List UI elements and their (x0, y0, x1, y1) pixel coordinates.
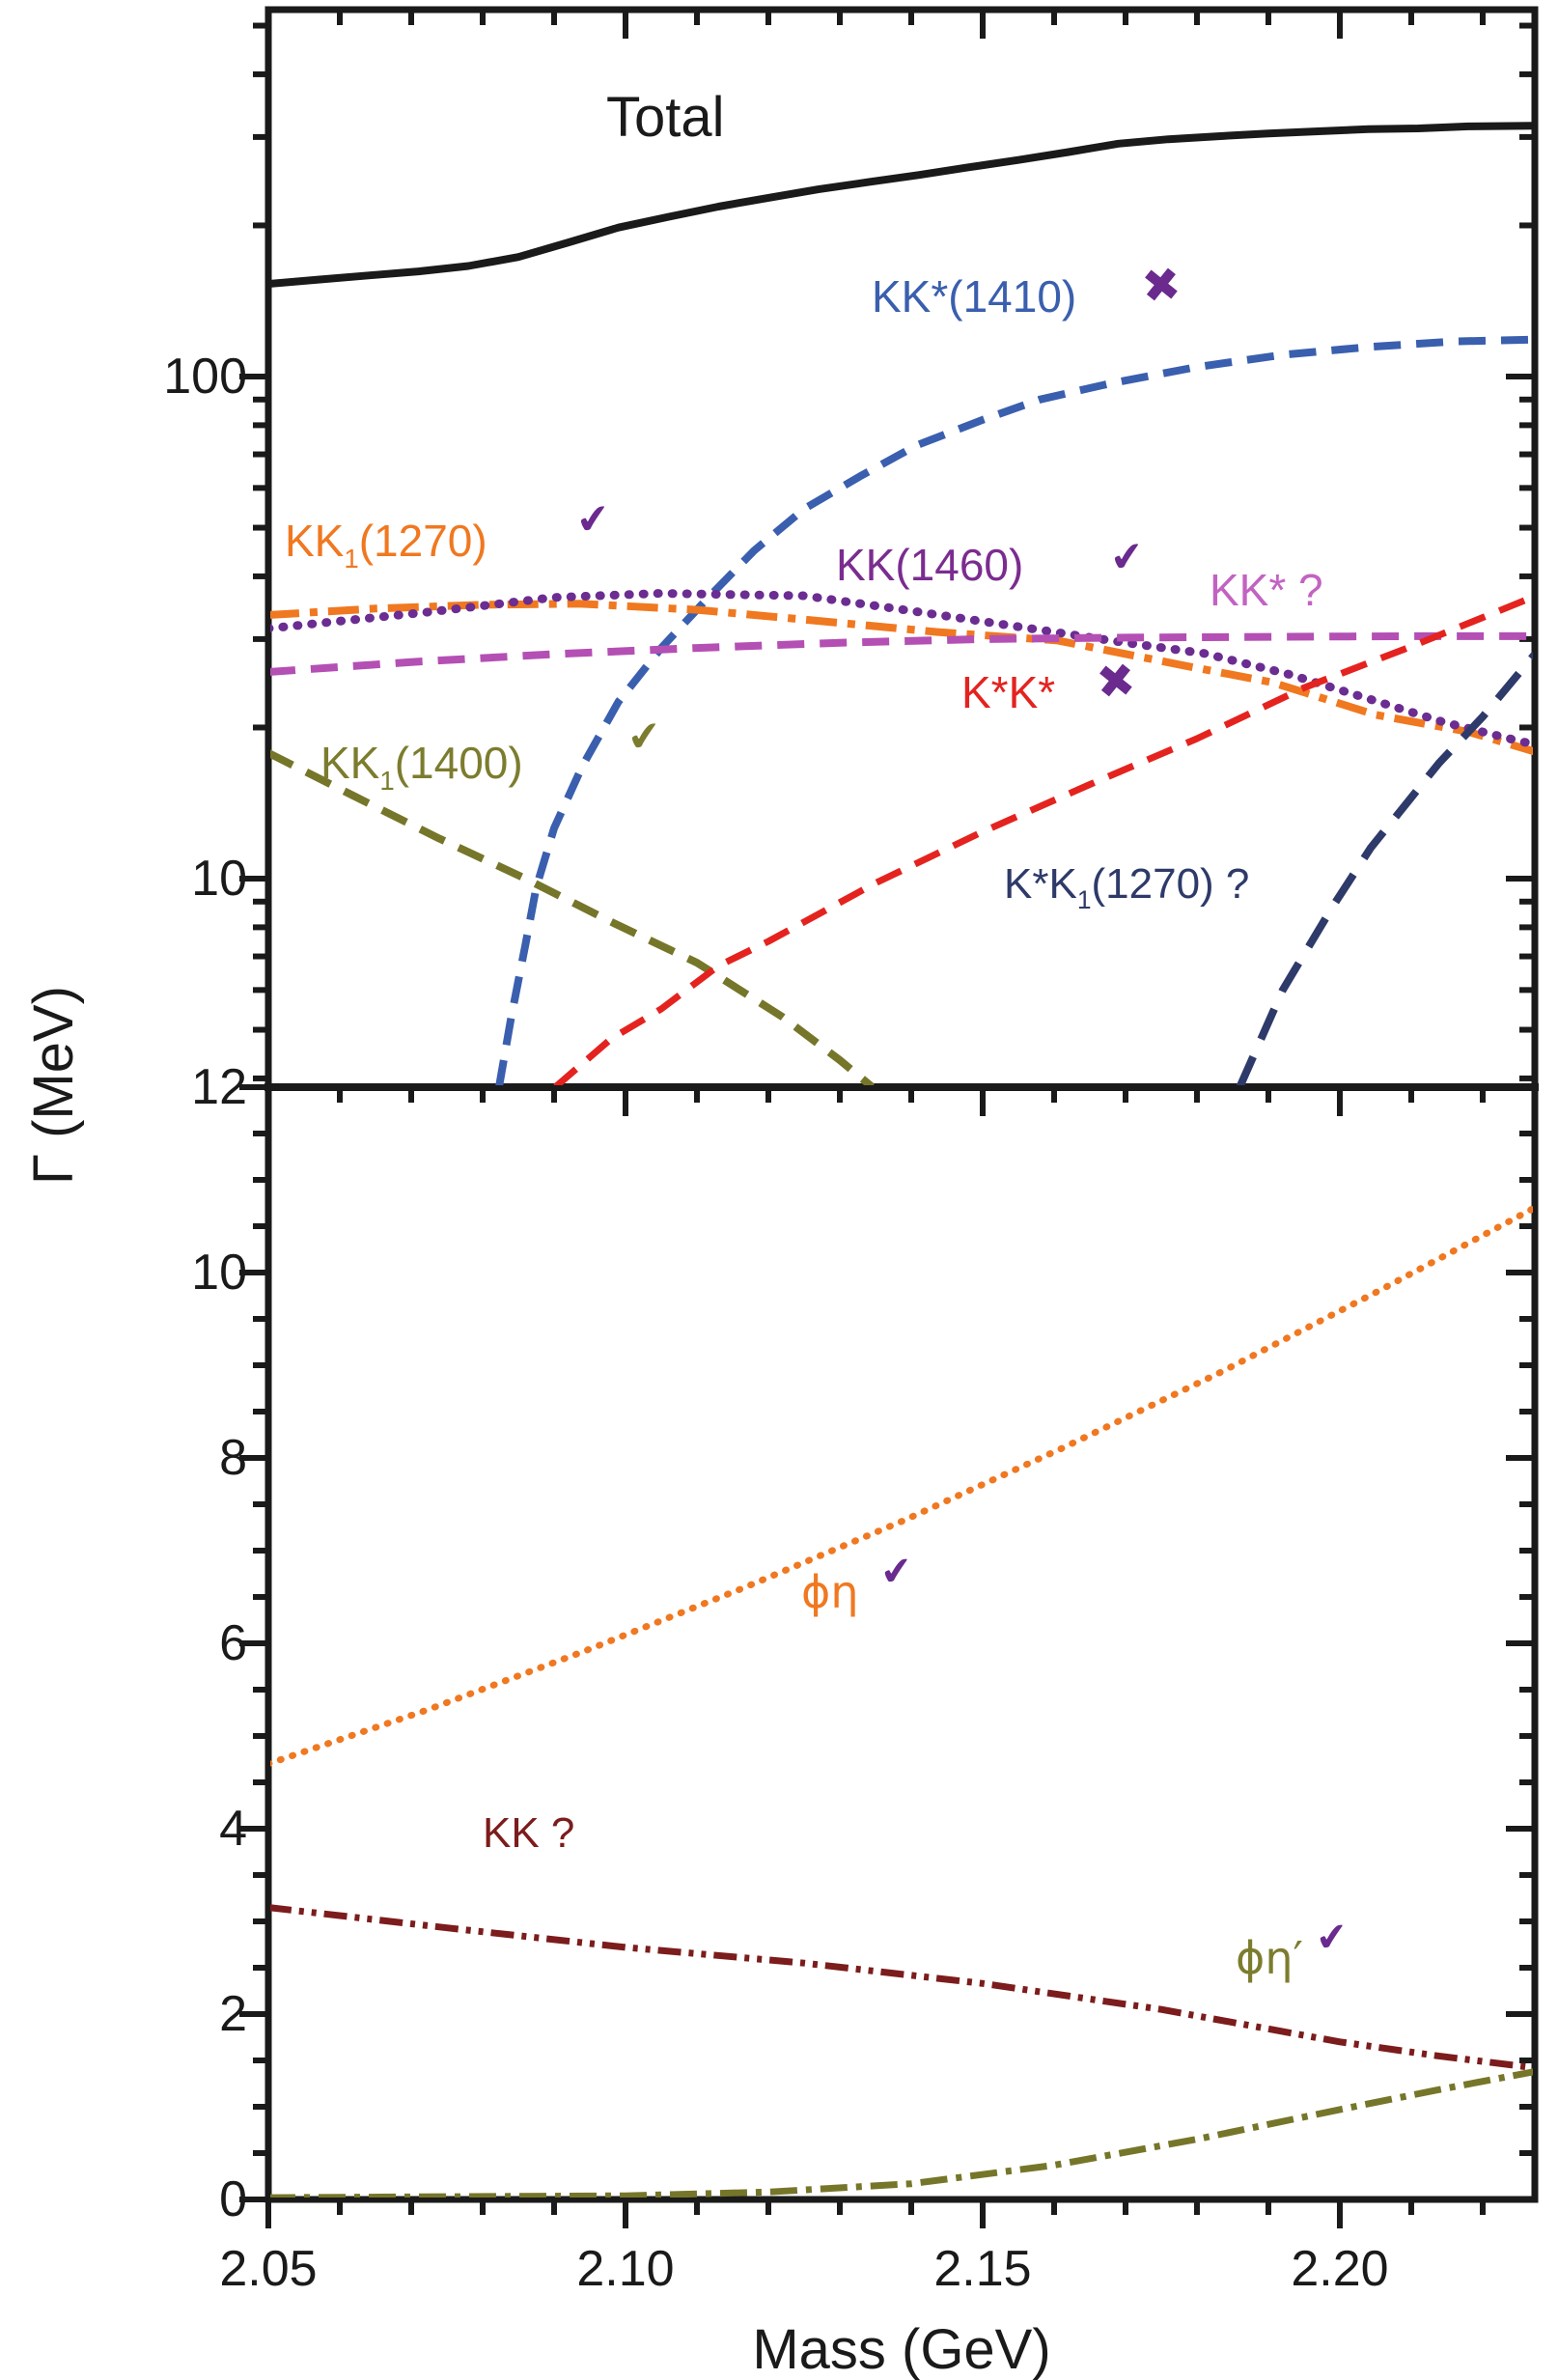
kk1410-cross-icon: ✖ (1139, 257, 1184, 315)
y-tick-label-bottom-2: 2 (219, 1986, 247, 2042)
curve-phi-eta- (270, 2068, 1533, 2198)
curve-kk- (270, 1904, 1533, 2071)
kk1-1270-check-icon: ✔ (573, 493, 613, 545)
x-tick-label-2.05: 2.05 (219, 2241, 318, 2297)
curve-total (270, 122, 1533, 288)
kk1410-label: KK*(1410) (872, 271, 1077, 322)
curve-phi-eta (270, 1204, 1533, 1767)
kstarkstar-label: K*K* (961, 667, 1056, 717)
curve-kk-1460- (270, 589, 1533, 748)
y-tick-label-bottom-0: 0 (219, 2171, 247, 2227)
curve-kk-1410- (495, 335, 1533, 1085)
x-tick-label-2.10: 2.10 (576, 2241, 675, 2297)
kstark1-1270-label: K*K1(1270) ? (1004, 860, 1250, 915)
y-tick-label-top-100: 100 (163, 349, 247, 405)
kk1-1400-label: KK1(1400) (320, 738, 523, 796)
y-tick-label-bottom-8: 8 (219, 1430, 247, 1486)
kk1-1270-label: KK1(1270) (285, 516, 487, 574)
y-tick-label-bottom-12: 12 (191, 1059, 247, 1115)
x-axis-title: Mass (GeV) (752, 2318, 1051, 2380)
kkstar-q-label: KK* ? (1210, 565, 1323, 615)
x-tick-label-2.20: 2.20 (1291, 2241, 1389, 2297)
phieta-label: ϕη (801, 1566, 859, 1618)
y-tick-label-bottom-6: 6 (219, 1615, 247, 1671)
phietaprime-label: ϕη′ (1236, 1932, 1303, 1984)
curve-k-k- (553, 593, 1533, 1085)
y-tick-label-bottom-10: 10 (191, 1245, 247, 1301)
curve-k-k1-1270- (1236, 651, 1533, 1085)
y-tick-label-top-10: 10 (191, 851, 247, 907)
kk1460-label: KK(1460) (836, 540, 1024, 590)
kk1-1400-check-icon: ✔ (625, 711, 664, 762)
curve-kk1-1400- (270, 749, 875, 1085)
total-label: Total (606, 86, 725, 149)
curve-kk- (270, 631, 1533, 676)
kk-q-label: KK ? (483, 1809, 575, 1857)
x-tick-label-2.15: 2.15 (933, 2241, 1032, 2297)
y-tick-label-bottom-4: 4 (219, 1801, 247, 1857)
kstarkstar-cross-icon: ✖ (1094, 653, 1139, 711)
y-axis-title: Γ (MeV) (22, 986, 85, 1185)
kk1460-check-icon: ✔ (1107, 531, 1147, 582)
curve-kk1-1270- (270, 600, 1533, 756)
phietaprime-check-icon: ✔ (1313, 1914, 1350, 1962)
phieta-check-icon: ✔ (877, 1548, 915, 1596)
